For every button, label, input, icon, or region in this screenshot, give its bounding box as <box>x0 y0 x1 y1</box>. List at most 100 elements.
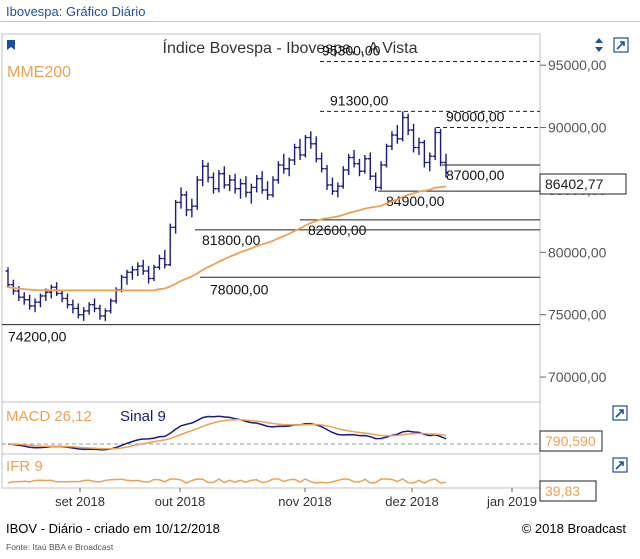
level-label: 91300,00 <box>330 92 389 108</box>
ohlc-bar <box>75 303 81 319</box>
last-price-box <box>539 173 627 195</box>
macd-value: 790,590 <box>545 433 596 449</box>
ohlc-bar <box>183 191 189 217</box>
ifr-series-line <box>7 478 447 484</box>
ifr-panel-frame <box>1 453 541 489</box>
ohlc-bar <box>346 153 352 175</box>
ohlc-bar <box>210 172 216 194</box>
support-resistance-levels: 95300,0091300,0090000,0087000,0084900,00… <box>2 42 540 345</box>
ohlc-bar <box>162 249 168 269</box>
ohlc-bar <box>167 223 173 267</box>
source-note: Fonte: Itaú BBA e Broadcast <box>6 542 114 552</box>
level-label: 74200,00 <box>8 329 67 345</box>
last-price-value: 86402,77 <box>545 176 604 192</box>
ohlc-bar <box>259 171 265 194</box>
ohlc-bar <box>421 140 427 168</box>
ohlc-bar <box>135 262 141 277</box>
ohlc-bar <box>432 127 438 160</box>
ohlc-bar <box>356 158 362 177</box>
ohlc-bar <box>227 174 233 192</box>
footer-caption: IBOV - Diário - criado em 10/12/2018 <box>6 521 220 536</box>
ohlc-bar <box>378 161 384 190</box>
ohlc-bar <box>335 182 341 198</box>
ohlc-bar <box>243 176 249 198</box>
ohlc-bar <box>238 178 244 199</box>
x-tick-label: nov 2018 <box>278 494 332 509</box>
ohlc-bar <box>156 254 162 270</box>
page-title: Ibovespa: Gráfico Diário <box>6 4 146 19</box>
ohlc-bar <box>102 308 108 321</box>
ohlc-bar <box>54 282 60 296</box>
ohlc-bar <box>329 177 335 195</box>
ohlc-bar <box>400 111 406 142</box>
ohlc-bar <box>367 152 373 180</box>
signal-series-line <box>7 418 447 450</box>
ifr-expand-icon[interactable] <box>612 457 628 473</box>
signal-label: Sinal 9 <box>120 408 166 425</box>
mme200-label: MME200 <box>7 64 71 81</box>
expand-icon[interactable] <box>613 37 629 53</box>
ohlc-bar <box>286 157 292 177</box>
ohlc-bar <box>389 131 395 151</box>
level-label: 95300,00 <box>322 42 381 58</box>
ohlc-bar <box>275 161 281 184</box>
ohlc-bar <box>108 298 114 314</box>
ohlc-bar <box>21 292 27 305</box>
macd-series-line <box>7 415 447 451</box>
ohlc-bar <box>178 187 184 209</box>
y-tick-label: 95000,00 <box>548 57 607 73</box>
ohlc-bar <box>151 264 157 281</box>
y-tick-label: 80000,00 <box>548 244 607 260</box>
y-tick-label: 75000,00 <box>548 307 607 323</box>
ohlc-bar <box>37 293 43 308</box>
ohlc-bar <box>394 125 400 144</box>
ohlc-bar <box>194 176 200 210</box>
ohlc-bar <box>189 198 195 218</box>
ohlc-bar <box>351 150 357 168</box>
ohlc-bar <box>5 267 11 288</box>
ohlc-bar <box>97 304 103 320</box>
x-tick-label: set 2018 <box>55 494 105 509</box>
ifr-label: IFR 9 <box>6 458 43 475</box>
ohlc-bar <box>86 302 92 315</box>
main-chart-title: Índice Bovespa - Ibovespa, , A Vista <box>163 38 418 57</box>
y-tick-label: 90000,00 <box>548 120 607 136</box>
ohlc-bar <box>81 307 87 321</box>
ohlc-bar <box>405 113 411 136</box>
main-panel-frame <box>1 33 541 403</box>
updown-arrows-icon[interactable] <box>595 38 603 52</box>
ohlc-bar <box>32 298 38 313</box>
ohlc-bar <box>292 143 298 165</box>
x-tick-label: out 2018 <box>155 494 206 509</box>
macd-expand-icon[interactable] <box>612 405 628 421</box>
ohlc-bar <box>200 159 206 187</box>
ohlc-bar <box>416 137 422 156</box>
level-label: 90000,00 <box>446 109 505 125</box>
ohlc-bar <box>70 299 76 314</box>
ifr-value-box <box>539 480 597 502</box>
ohlc-bar <box>373 172 379 192</box>
ohlc-bar <box>297 138 303 160</box>
ohlc-bar <box>232 173 238 194</box>
level-label: 81800,00 <box>202 232 261 248</box>
macd-label: MACD 26,12 <box>6 408 92 425</box>
x-tick-label: dez 2018 <box>385 494 439 509</box>
ohlc-bar <box>216 169 222 193</box>
ohlc-bar <box>313 136 319 163</box>
top-bar: Ibovespa: Gráfico Diário <box>0 0 640 22</box>
y-tick-label: 70000,00 <box>548 369 607 385</box>
ohlc-bar <box>281 153 287 174</box>
ohlc-bar <box>308 131 314 149</box>
ohlc-bar <box>438 128 444 167</box>
ohlc-bar <box>362 155 368 174</box>
ohlc-bar <box>129 266 135 280</box>
ohlc-bar <box>92 298 98 313</box>
ohlc-bar <box>265 181 271 200</box>
level-label: 78000,00 <box>210 281 269 297</box>
ohlc-bar <box>248 183 254 204</box>
ohlc-bar <box>64 293 70 309</box>
ohlc-bar <box>411 123 417 153</box>
ohlc-bar <box>254 174 260 193</box>
stock-chart: Índice Bovespa - Ibovespa, , A Vista MME… <box>1 33 629 509</box>
bookmark-icon[interactable] <box>7 40 15 50</box>
